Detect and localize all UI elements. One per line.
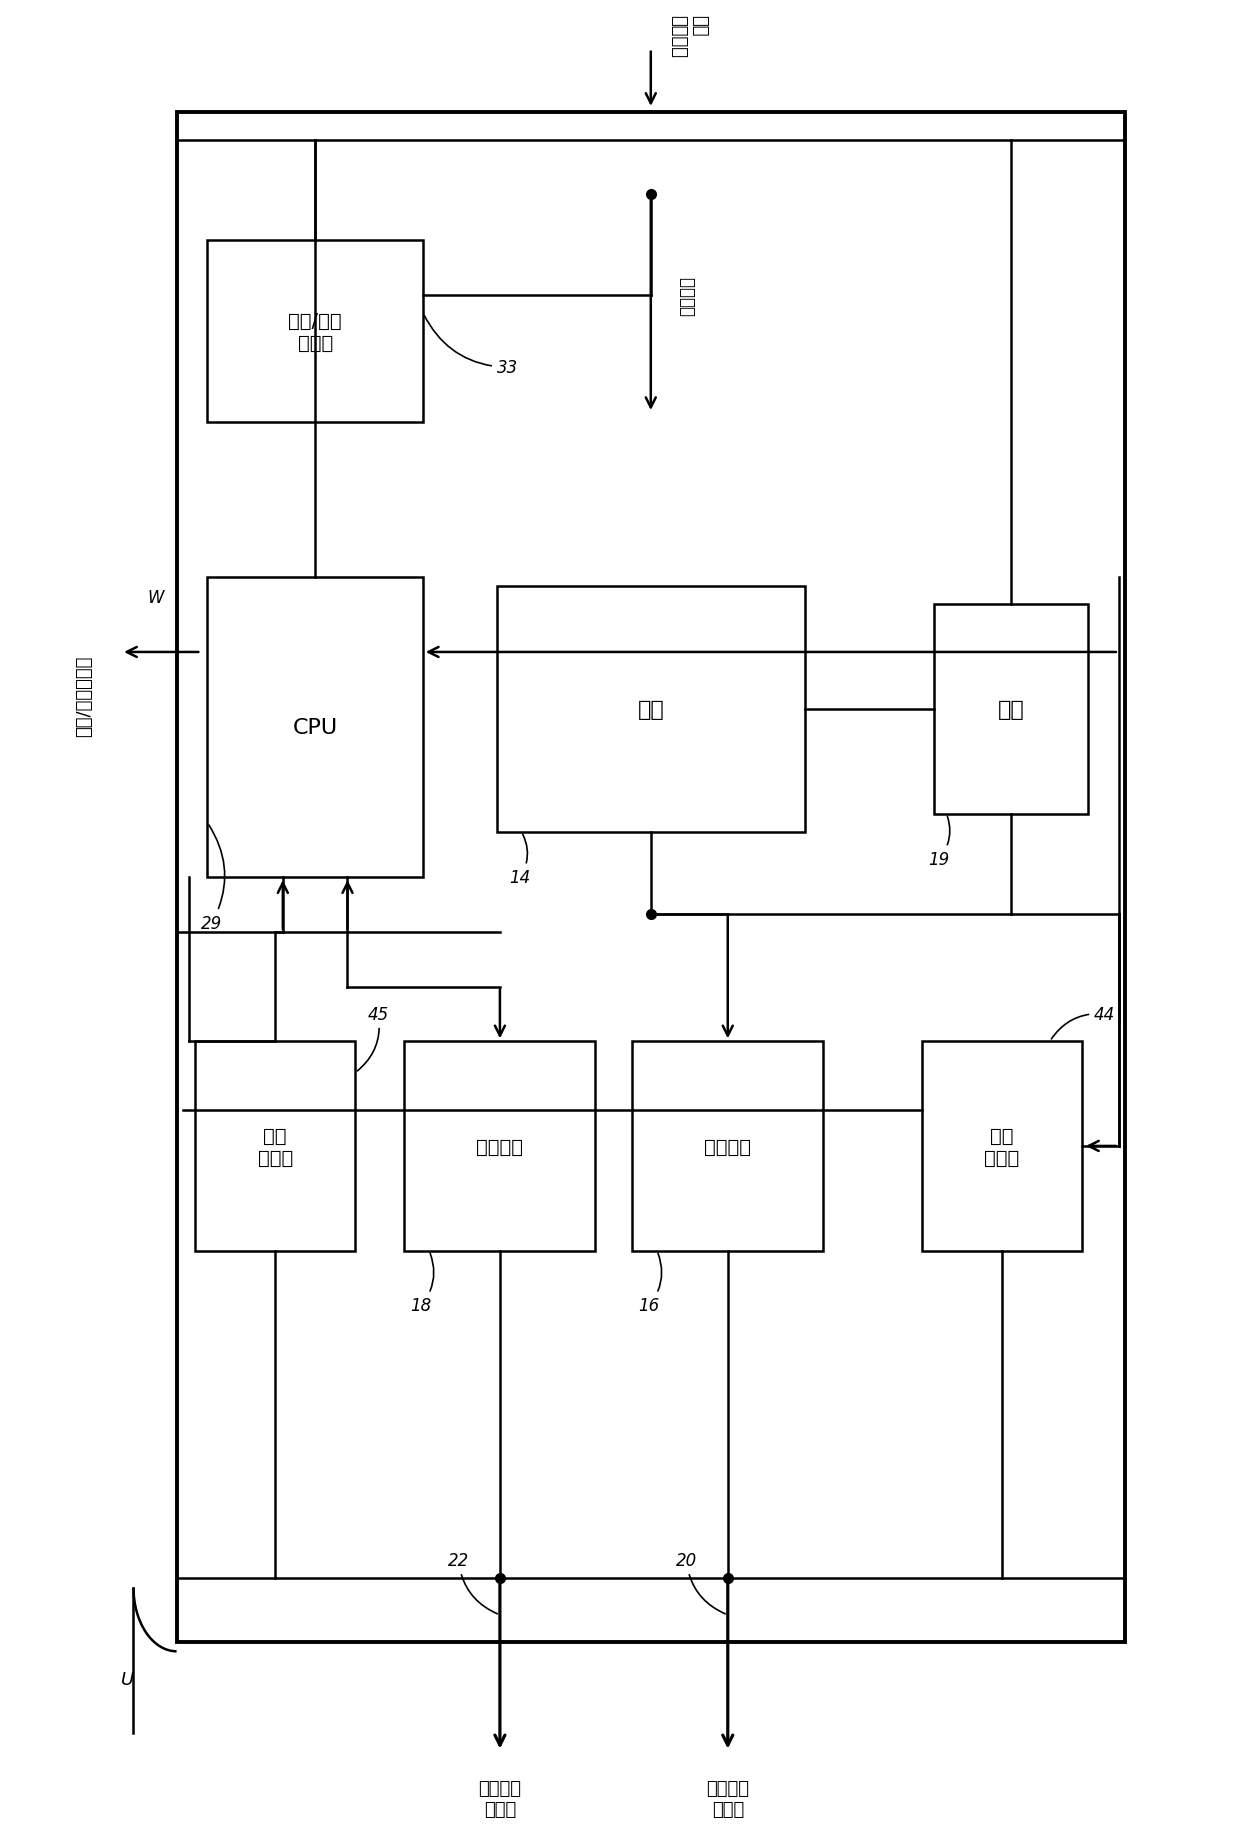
Text: 到达/来自充电器: 到达/来自充电器 — [76, 656, 93, 736]
Text: 33: 33 — [424, 317, 518, 377]
Text: 来自
交流电源: 来自 交流电源 — [670, 15, 708, 59]
Text: 压力
传感器: 压力 传感器 — [258, 1127, 293, 1167]
Text: 22: 22 — [448, 1552, 497, 1614]
Text: 压力
传感器: 压力 传感器 — [985, 1127, 1019, 1167]
Bar — [195, 1042, 355, 1251]
Text: U: U — [120, 1669, 134, 1687]
Text: 29: 29 — [201, 826, 224, 932]
Text: 44: 44 — [1052, 1006, 1116, 1039]
Text: CPU: CPU — [293, 718, 337, 738]
Bar — [176, 114, 1125, 1641]
Text: 到支撑物
（左）: 到支撑物 （左） — [707, 1779, 749, 1817]
Bar — [921, 1042, 1081, 1251]
Bar — [207, 577, 423, 878]
Text: 到支撑物
（右）: 到支撑物 （右） — [479, 1779, 521, 1817]
Text: 19: 19 — [928, 817, 950, 868]
Text: 阀（左）: 阀（左） — [704, 1138, 751, 1156]
Bar — [207, 240, 423, 423]
Bar — [632, 1042, 823, 1251]
Text: 45: 45 — [357, 1006, 389, 1072]
Text: 真空: 真空 — [637, 700, 665, 720]
Bar — [497, 586, 805, 832]
Bar — [404, 1042, 595, 1251]
Text: 18: 18 — [410, 1253, 434, 1315]
Text: 阀（右）: 阀（右） — [476, 1138, 523, 1156]
Text: 交流/直流
转换器: 交流/直流 转换器 — [289, 311, 342, 352]
Text: 到泵部件: 到泵部件 — [678, 275, 696, 315]
Text: 16: 16 — [639, 1253, 662, 1315]
Text: 20: 20 — [676, 1552, 725, 1614]
Text: W: W — [148, 590, 164, 606]
Text: 马达: 马达 — [998, 700, 1024, 720]
Bar — [934, 605, 1087, 813]
Text: 14: 14 — [510, 835, 531, 887]
